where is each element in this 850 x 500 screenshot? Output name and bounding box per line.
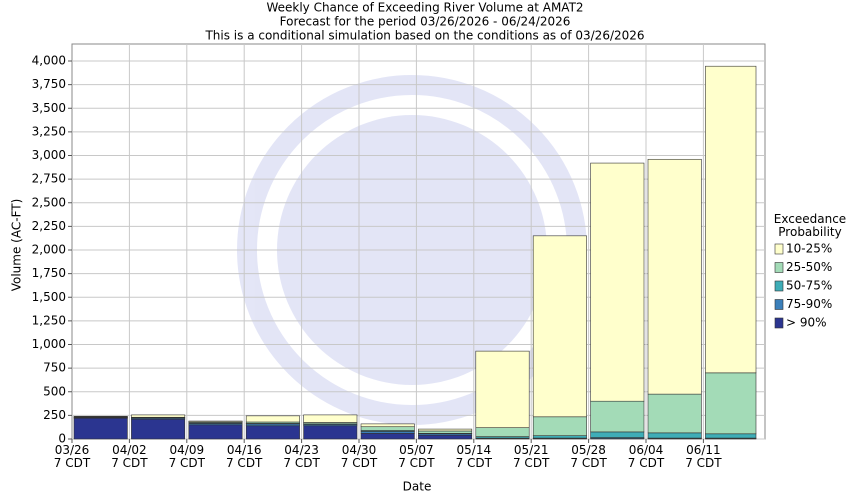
bar-segment (705, 433, 757, 439)
bar-segment (532, 235, 587, 418)
x-tick-label: 05/07 7 CDT (398, 443, 435, 470)
chart-title: Weekly Chance of Exceeding River Volume … (266, 1, 583, 15)
legend-swatch (774, 243, 784, 255)
y-tick-label: 3,250 (32, 124, 66, 138)
bar-segment (705, 65, 757, 374)
y-tick-label: 1,000 (32, 337, 66, 351)
y-tick-label: 0 (58, 432, 66, 446)
chart-subtitle: Forecast for the period 03/26/2026 - 06/… (280, 15, 571, 29)
bar-segment (418, 430, 473, 434)
y-tick-label: 2,500 (32, 195, 66, 209)
bar-segment (590, 400, 645, 433)
x-tick-label: 04/02 7 CDT (111, 443, 148, 470)
y-tick-label: 3,000 (32, 148, 66, 162)
legend-swatch (774, 317, 784, 329)
y-tick-label: 4,000 (32, 54, 66, 68)
bar-segment (360, 426, 415, 431)
bar-segment (590, 431, 645, 438)
bar-segment (475, 350, 530, 428)
bar-segment (245, 425, 300, 440)
legend-label: > 90% (786, 316, 827, 330)
bar-segment (705, 372, 757, 435)
y-tick-label: 1,750 (32, 266, 66, 280)
y-tick-label: 2,750 (32, 172, 66, 186)
bar-segment (188, 420, 243, 423)
bar-segment (245, 415, 300, 423)
y-tick-label: 2,250 (32, 219, 66, 233)
x-tick-label: 05/21 7 CDT (512, 443, 550, 470)
bar-segment (647, 393, 702, 434)
x-tick-label: 04/23 7 CDT (283, 443, 320, 470)
bar-segment (360, 433, 415, 440)
bar-segment (532, 435, 587, 439)
y-tick-label: 750 (43, 361, 66, 375)
bar-segment (131, 418, 186, 440)
bar-segment (360, 423, 415, 428)
bar-segment (73, 417, 128, 440)
bar-segment (418, 428, 473, 432)
y-tick-label: 500 (43, 384, 66, 398)
bar-segment (647, 158, 702, 395)
legend-title: Exceedance Probability (773, 212, 847, 239)
x-tick-label: 03/26 7 CDT (53, 443, 91, 470)
bar-segment (303, 414, 358, 423)
x-tick-label: 05/14 7 CDT (455, 443, 492, 470)
legend-swatch (774, 262, 784, 273)
legend-swatch (774, 299, 784, 310)
y-tick-label: 2,000 (32, 243, 66, 257)
legend-label: 75-90% (786, 297, 832, 311)
bar-segment (590, 162, 645, 402)
legend-swatch (774, 280, 784, 292)
x-axis-label: Date (403, 480, 432, 494)
bar-segment (131, 414, 186, 418)
x-tick-label: 06/11 7 CDT (685, 443, 722, 470)
y-tick-label: 1,250 (32, 313, 66, 327)
chart-note: This is a conditional simulation based o… (204, 29, 644, 43)
x-tick-label: 04/30 7 CDT (340, 443, 378, 470)
legend-label: 50-75% (786, 279, 832, 293)
legend-label: 25-50% (786, 260, 832, 274)
x-tick-label: 06/04 7 CDT (627, 443, 665, 470)
x-tick-label: 04/09 7 CDT (168, 443, 205, 470)
bar-segment (475, 427, 530, 437)
bar-segment (418, 434, 473, 440)
bar-segment (647, 432, 702, 439)
legend-label: 10-25% (786, 242, 832, 256)
bar-segment (303, 425, 358, 440)
x-tick-label: 05/28 7 CDT (570, 443, 607, 470)
y-axis-label: Volume (AC-FT) (10, 199, 24, 292)
y-tick-label: 3,500 (32, 101, 66, 115)
y-tick-label: 250 (43, 408, 66, 422)
x-tick-label: 04/16 7 CDT (225, 443, 263, 470)
bar-segment (532, 416, 587, 436)
y-tick-label: 3,750 (32, 77, 66, 91)
bar-segment (188, 424, 243, 440)
y-tick-label: 1,500 (32, 290, 66, 304)
